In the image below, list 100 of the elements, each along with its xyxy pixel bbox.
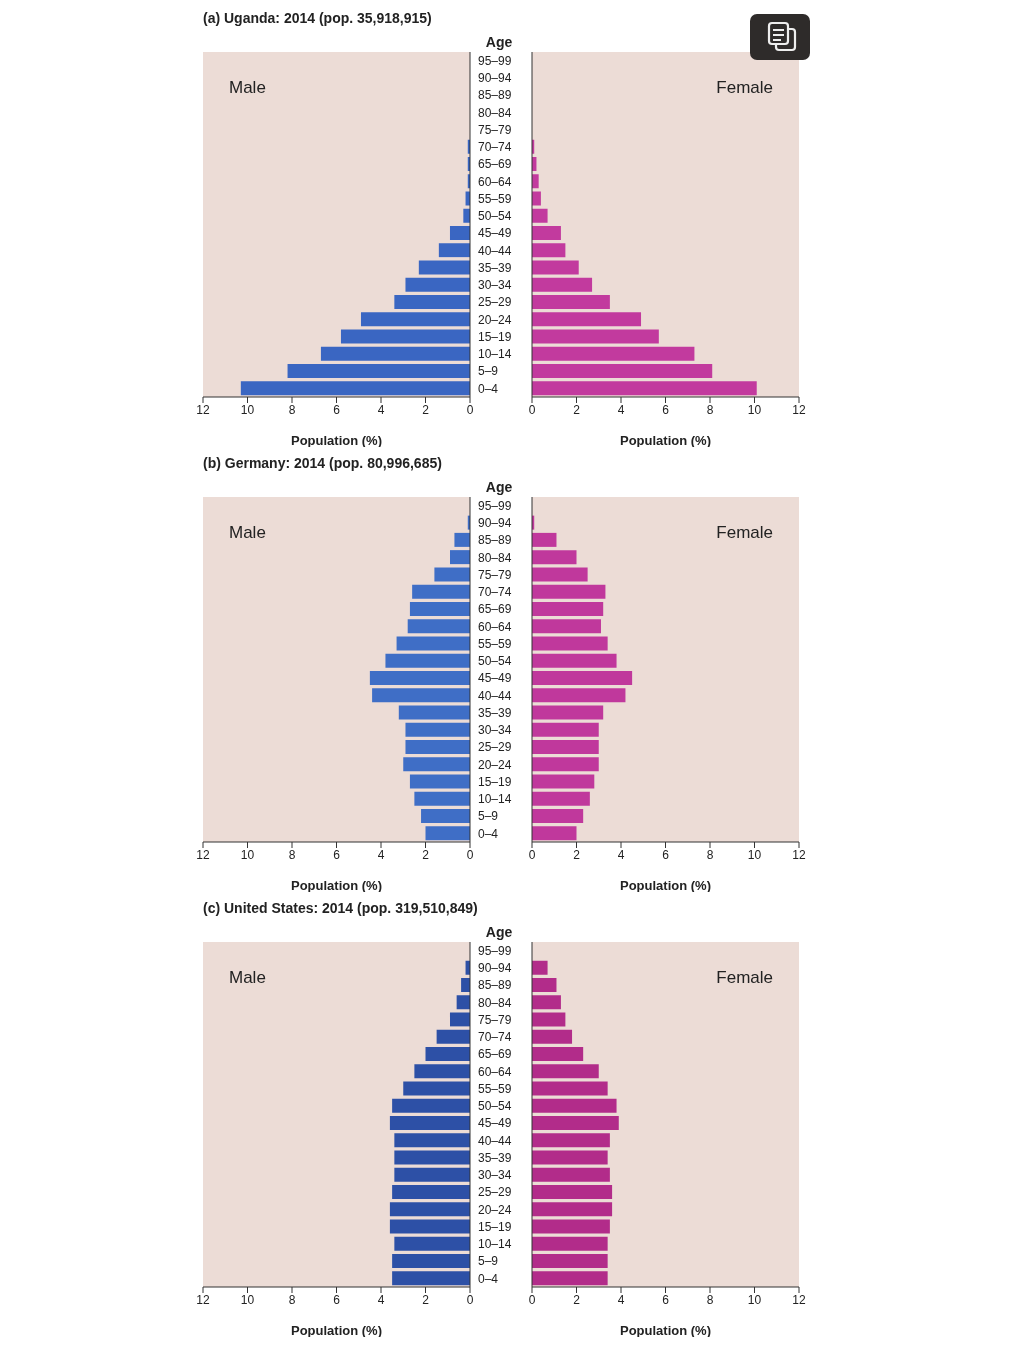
bar <box>532 381 757 396</box>
x-tick-label: 4 <box>377 847 385 862</box>
bar <box>240 381 470 396</box>
y-tick-label: 15–19 <box>478 774 512 789</box>
x-tick-label: 0 <box>466 402 474 417</box>
x-tick-label: 10 <box>747 847 762 862</box>
bar <box>532 1029 573 1044</box>
y-tick-label: 55–59 <box>478 191 512 206</box>
bar <box>414 791 470 806</box>
x-tick-label: 8 <box>288 1292 296 1307</box>
bar <box>405 277 470 292</box>
bar <box>532 208 548 223</box>
bar <box>532 1167 610 1182</box>
y-tick-label: 20–24 <box>478 757 512 772</box>
bar <box>405 722 470 737</box>
bar <box>532 670 633 685</box>
bar <box>340 329 470 344</box>
y-tick-label: 0–4 <box>478 1271 499 1286</box>
annotation: Female <box>716 968 773 988</box>
bar <box>403 1081 470 1096</box>
bar <box>389 1219 470 1234</box>
chart-title: (b) Germany: 2014 (pop. 80,996,685) <box>203 455 442 471</box>
bar <box>532 312 642 327</box>
bar <box>392 1184 470 1199</box>
bar <box>532 653 617 668</box>
bar <box>532 1219 610 1234</box>
bar <box>287 363 470 378</box>
bar <box>532 329 659 344</box>
bar <box>389 1115 470 1130</box>
bar <box>532 260 579 275</box>
y-tick-label: 80–84 <box>478 550 512 565</box>
bar <box>403 757 470 772</box>
bar <box>532 1236 608 1251</box>
x-tick-label: 12 <box>792 402 806 417</box>
bar <box>385 653 470 668</box>
bar <box>532 1150 608 1165</box>
x-axis-title: Population (%) <box>291 433 382 448</box>
bar <box>394 294 470 309</box>
bar <box>532 584 606 599</box>
bar <box>389 1202 470 1217</box>
x-tick-label: 4 <box>617 1292 625 1307</box>
y-axis-title: Age <box>485 34 513 50</box>
bar <box>532 739 599 754</box>
y-tick-label: 70–74 <box>478 585 512 600</box>
x-tick-label: 2 <box>422 1292 430 1307</box>
annotation: Male <box>229 78 266 98</box>
y-tick-label: 90–94 <box>478 961 512 976</box>
annotation: Female <box>716 523 773 543</box>
bar <box>409 774 470 789</box>
bar <box>532 808 584 823</box>
y-tick-label: 70–74 <box>478 140 512 155</box>
bar <box>461 977 470 992</box>
bar <box>532 826 577 841</box>
bar <box>369 670 470 685</box>
bar <box>532 722 599 737</box>
bar <box>398 705 470 720</box>
x-axis-title: Population (%) <box>620 433 711 448</box>
x-tick-label: 4 <box>377 402 385 417</box>
bar <box>418 260 470 275</box>
y-tick-label: 60–64 <box>478 174 512 189</box>
chart-title: (a) Uganda: 2014 (pop. 35,918,915) <box>203 10 432 26</box>
y-tick-label: 80–84 <box>478 105 512 120</box>
bar <box>532 1202 613 1217</box>
x-tick-label: 0 <box>528 847 536 862</box>
x-tick-label: 4 <box>617 847 625 862</box>
y-axis-title: Age <box>485 924 513 940</box>
x-axis-title: Population (%) <box>620 878 711 893</box>
bar <box>532 977 557 992</box>
x-axis-title: Population (%) <box>291 878 382 893</box>
x-axis-title: Population (%) <box>620 1323 711 1338</box>
annotation: Female <box>716 78 773 98</box>
y-tick-label: 0–4 <box>478 381 499 396</box>
y-tick-label: 10–14 <box>478 347 512 362</box>
y-tick-label: 75–79 <box>478 1012 512 1027</box>
x-tick-label: 12 <box>196 402 210 417</box>
x-tick-label: 0 <box>466 847 474 862</box>
x-tick-label: 2 <box>573 402 581 417</box>
y-tick-label: 95–99 <box>478 53 512 68</box>
bar <box>532 1115 619 1130</box>
bar <box>532 636 608 651</box>
annotation: Male <box>229 523 266 543</box>
bar <box>372 688 470 703</box>
bar <box>449 1012 470 1027</box>
x-axis-title: Population (%) <box>291 1323 382 1338</box>
y-tick-label: 90–94 <box>478 71 512 86</box>
bar <box>532 1012 566 1027</box>
x-tick-label: 4 <box>377 1292 385 1307</box>
bar <box>421 808 470 823</box>
bar <box>532 174 539 189</box>
bar <box>532 995 561 1010</box>
y-tick-label: 65–69 <box>478 602 512 617</box>
bar <box>394 1236 470 1251</box>
y-tick-label: 30–34 <box>478 723 512 738</box>
bar <box>360 312 470 327</box>
bar <box>532 346 695 361</box>
y-tick-label: 45–49 <box>478 1116 512 1131</box>
y-tick-label: 25–29 <box>478 740 512 755</box>
bar <box>405 739 470 754</box>
y-tick-label: 40–44 <box>478 243 512 258</box>
bar <box>532 191 541 206</box>
